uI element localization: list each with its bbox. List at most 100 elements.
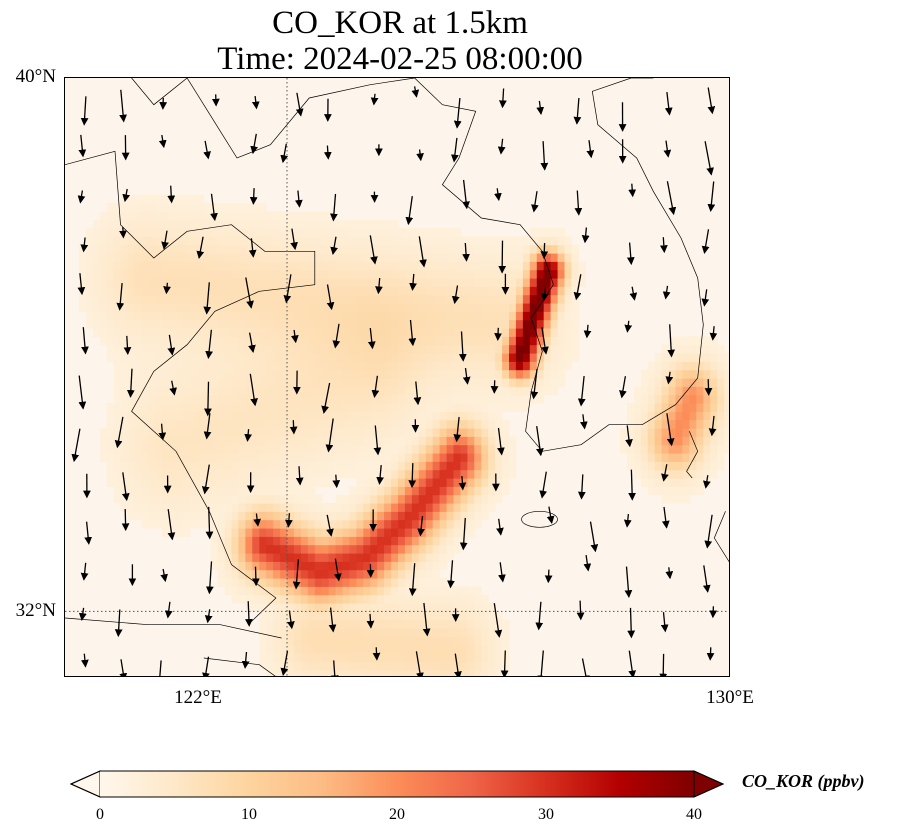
- wind-arrow: [573, 274, 582, 301]
- wind-arrow: [536, 100, 545, 115]
- wind-arrow: [628, 650, 637, 676]
- wind-arrow: [204, 609, 213, 624]
- wind-arrow: [287, 610, 295, 630]
- concentration-field: [78, 194, 729, 676]
- wind-arrow: [119, 89, 127, 123]
- wind-arrow: [626, 242, 635, 266]
- wind-arrow: [253, 513, 261, 527]
- wind-arrow: [251, 96, 260, 110]
- wind-arrow: [80, 562, 89, 581]
- wind-arrow: [251, 566, 260, 587]
- wind-arrow: [285, 513, 293, 528]
- wind-arrow: [114, 609, 123, 638]
- wind-arrow: [210, 193, 218, 222]
- wind-arrow: [328, 607, 337, 633]
- colorbar-tick-20: 20: [389, 806, 405, 823]
- wind-arrow: [459, 517, 468, 551]
- wind-arrow: [413, 381, 422, 406]
- wind-arrow: [706, 647, 715, 661]
- wind-arrow: [249, 188, 258, 205]
- wind-arrow: [625, 425, 633, 448]
- wind-arrow: [323, 145, 332, 160]
- wind-arrow: [530, 368, 539, 400]
- wind-arrow: [418, 236, 427, 268]
- wind-arrow: [535, 601, 544, 631]
- wind-arrow: [702, 565, 711, 593]
- colorbar-outline: [70, 770, 725, 798]
- wind-arrow: [702, 475, 711, 489]
- wind-arrow: [498, 88, 507, 109]
- wind-arrow: [665, 371, 674, 385]
- wind-arrow: [628, 469, 637, 501]
- wind-arrow: [493, 603, 503, 638]
- wind-arrow: [577, 474, 586, 500]
- wind-arrow: [701, 229, 710, 254]
- wind-arrow: [627, 607, 636, 639]
- wind-arrow: [160, 568, 168, 583]
- map-title-variable: CO_KOR at 1.5km: [272, 5, 528, 41]
- wind-arrow: [408, 319, 417, 347]
- colorbar-label: CO_KOR (ppbv): [742, 771, 865, 791]
- wind-arrow: [661, 506, 670, 529]
- wind-arrow: [589, 521, 599, 553]
- wind-arrow: [498, 562, 506, 583]
- wind-arrow: [169, 380, 177, 396]
- wind-arrow: [203, 282, 212, 315]
- wind-arrow: [462, 368, 471, 385]
- wind-arrow: [326, 514, 334, 537]
- wind-arrow: [280, 650, 289, 676]
- lon-label-130e: 130°E: [706, 687, 754, 708]
- wind-arrow: [122, 188, 131, 203]
- wind-arrow: [574, 190, 583, 216]
- wind-arrow: [119, 227, 127, 239]
- wind-arrow: [84, 521, 93, 545]
- wind-arrow: [370, 93, 379, 106]
- wind-arrow: [661, 464, 669, 482]
- wind-arrow: [159, 660, 162, 676]
- wind-arrow: [121, 472, 130, 502]
- coastline-8: [713, 511, 729, 563]
- wind-arrow: [462, 242, 470, 262]
- wind-arrow: [158, 423, 167, 441]
- wind-arrow: [576, 600, 585, 621]
- wind-arrow: [114, 416, 124, 449]
- lon-label-122e: 122°E: [174, 687, 222, 708]
- wind-arrow: [77, 273, 86, 296]
- wind-arrow: [583, 555, 592, 572]
- wind-arrow: [81, 327, 89, 355]
- wind-arrow: [372, 647, 381, 661]
- wind-arrow: [167, 334, 176, 356]
- wind-arrow: [447, 560, 455, 589]
- wind-vectors: [71, 86, 718, 676]
- wind-arrow: [161, 230, 169, 250]
- wind-arrow: [205, 329, 213, 359]
- wind-arrow: [290, 228, 298, 251]
- wind-arrow: [202, 656, 210, 676]
- wind-arrow: [158, 134, 167, 149]
- wind-arrow: [417, 516, 425, 537]
- wind-arrow: [292, 559, 301, 590]
- colorbar-tick-0: 0: [96, 806, 104, 823]
- wind-arrow: [662, 285, 671, 300]
- wind-arrow: [294, 190, 303, 208]
- lat-label-32n: 32°N: [15, 600, 56, 621]
- wind-arrow: [205, 506, 214, 540]
- wind-arrow: [544, 569, 553, 584]
- wind-arrow: [245, 277, 254, 309]
- wind-arrow: [248, 238, 257, 258]
- wind-arrow: [666, 181, 677, 216]
- wind-arrow: [704, 514, 713, 549]
- wind-arrow: [707, 181, 716, 212]
- wind-arrow: [453, 98, 462, 129]
- wind-arrow: [167, 509, 176, 541]
- wind-arrow: [250, 133, 258, 155]
- coastline-0: [131, 78, 188, 106]
- colorbar-extend-low: [70, 770, 101, 798]
- wind-arrow: [126, 368, 135, 398]
- wind-arrow: [539, 471, 548, 499]
- wind-arrow: [624, 566, 633, 598]
- map-panel[interactable]: [64, 77, 730, 677]
- jeju-island: [521, 510, 558, 528]
- wind-arrow: [326, 284, 335, 311]
- wind-arrow: [204, 381, 212, 417]
